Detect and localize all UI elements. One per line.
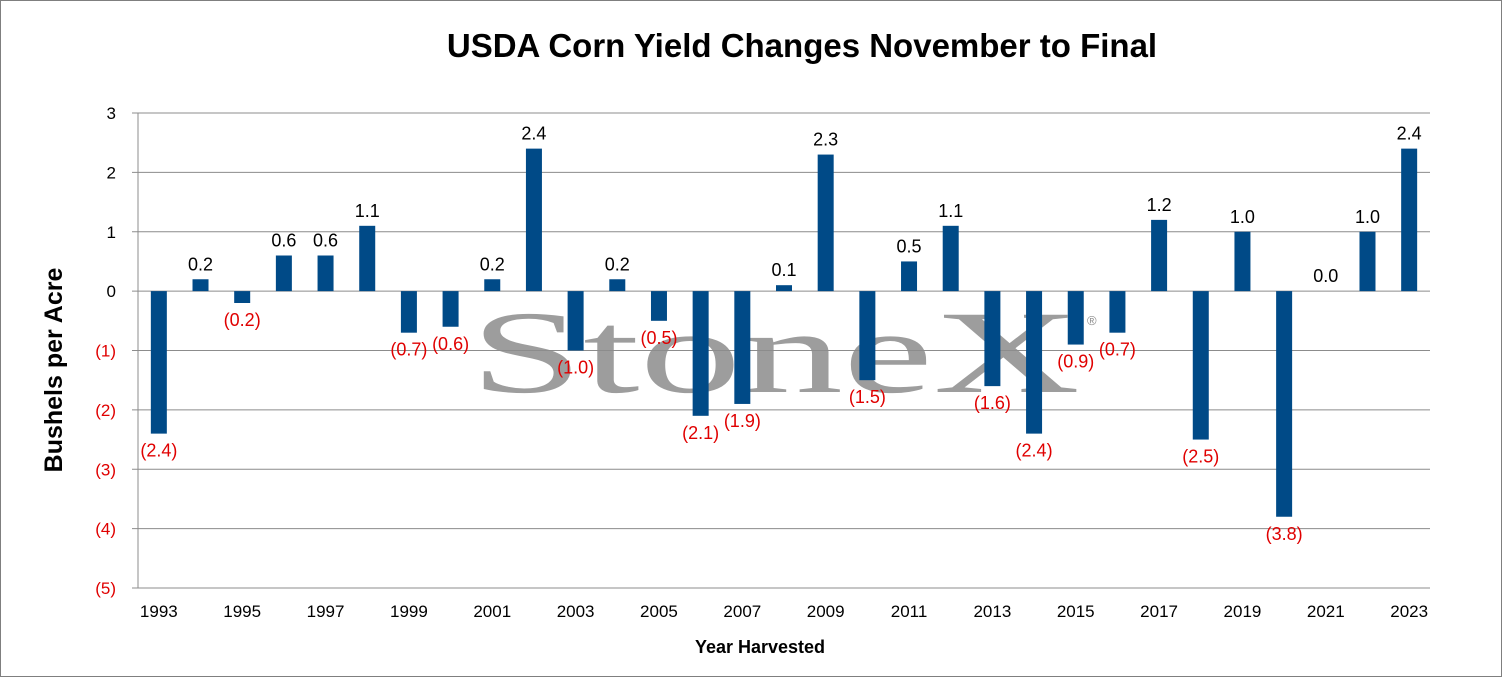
- data-label-2007: (1.9): [724, 411, 761, 431]
- y-tick-label: 0: [107, 282, 116, 301]
- data-label-2004: 0.2: [605, 254, 630, 274]
- bar-2008: [776, 285, 792, 292]
- x-tick-label: 2005: [640, 602, 678, 621]
- bar-2020: [1276, 291, 1293, 517]
- data-label-2021: 0.0: [1313, 266, 1338, 286]
- data-label-1996: 0.6: [271, 231, 296, 251]
- data-label-2012: 1.1: [938, 201, 963, 221]
- bar-2017: [1151, 219, 1168, 292]
- data-label-2019: 1.0: [1230, 207, 1255, 227]
- bar-2005: [650, 291, 667, 321]
- watermark-registered-mark: ®: [1087, 313, 1097, 328]
- bar-2016: [1109, 291, 1126, 333]
- x-tick-label: 2021: [1307, 602, 1345, 621]
- bar-2001: [484, 279, 501, 292]
- y-tick-label: 1: [107, 223, 116, 242]
- data-label-2011: 0.5: [897, 236, 922, 256]
- bar-2018: [1192, 291, 1209, 440]
- data-label-2000: (0.6): [432, 334, 469, 354]
- x-tick-label: 2015: [1057, 602, 1095, 621]
- x-tick-label: 2017: [1140, 602, 1178, 621]
- data-label-1999: (0.7): [390, 340, 427, 360]
- bar-1997: [317, 255, 334, 292]
- data-label-2017: 1.2: [1147, 195, 1172, 215]
- y-tick-label: (1): [95, 342, 116, 361]
- data-label-2014: (2.4): [1016, 441, 1053, 461]
- bar-2010: [859, 291, 876, 381]
- x-tick-label: 2013: [973, 602, 1011, 621]
- bar-2019: [1234, 231, 1251, 292]
- data-label-2006: (2.1): [682, 423, 719, 443]
- y-tick-label: (5): [95, 579, 116, 598]
- y-tick-label: 3: [107, 104, 116, 123]
- x-tick-label: 2001: [473, 602, 511, 621]
- bar-2006: [692, 291, 709, 416]
- x-tick-label: 2003: [557, 602, 595, 621]
- data-label-2008: 0.1: [771, 260, 796, 280]
- data-label-1995: (0.2): [224, 310, 261, 330]
- gridlines: [138, 112, 1430, 589]
- x-tick-label: 2023: [1390, 602, 1428, 621]
- bar-2015: [1067, 291, 1084, 345]
- x-tick-label: 2011: [891, 602, 928, 621]
- data-label-1994: 0.2: [188, 254, 213, 274]
- bar-1999: [400, 291, 417, 333]
- data-label-2001: 0.2: [480, 254, 505, 274]
- bar-2007: [734, 291, 751, 404]
- bar-2011: [901, 261, 918, 292]
- bar-1994: [192, 279, 209, 292]
- data-label-2022: 1.0: [1355, 207, 1380, 227]
- bar-2014: [1026, 291, 1043, 434]
- bar-1998: [359, 225, 376, 292]
- x-tick-label: 1995: [223, 602, 261, 621]
- data-label-2003: (1.0): [557, 358, 594, 378]
- data-labels: (2.4)0.2(0.2)0.6 0.61.1(0.7) (0.6)0.22.4(1…: [140, 124, 1421, 544]
- y-tick-label: (3): [95, 460, 116, 479]
- data-label-2010: (1.5): [849, 387, 886, 407]
- bar-2002: [525, 148, 542, 292]
- data-label-2009: 2.3: [813, 130, 838, 150]
- bar-1995: [234, 291, 251, 303]
- bar-2022: [1359, 231, 1376, 292]
- data-label-1993: (2.4): [140, 441, 177, 461]
- bar-1993: [150, 291, 167, 434]
- bar-2003: [567, 291, 584, 351]
- data-label-2002: 2.4: [521, 124, 546, 144]
- data-label-2013: (1.6): [974, 393, 1011, 413]
- data-label-2005: (0.5): [640, 328, 677, 348]
- x-tick-label: 2007: [723, 602, 761, 621]
- y-axis-title: Bushels per Acre: [40, 268, 68, 473]
- y-tick-label: 2: [107, 163, 116, 182]
- x-tick-label: 1993: [140, 602, 178, 621]
- data-label-1997: 0.6: [313, 231, 338, 251]
- x-axis-title: Year Harvested: [695, 637, 825, 657]
- y-tick-label: (4): [95, 520, 116, 539]
- data-label-2015: (0.9): [1057, 352, 1094, 372]
- bar-2009: [817, 154, 834, 292]
- bar-2012: [942, 225, 959, 292]
- data-label-2023: 2.4: [1397, 124, 1422, 144]
- x-tick-label: 2009: [807, 602, 845, 621]
- data-label-2018: (2.5): [1182, 447, 1219, 467]
- data-label-1998: 1.1: [355, 201, 380, 221]
- bar-2004: [609, 279, 626, 292]
- axes: 3 2 1 0 (1) (2) (3) (4) (5) 1993 1995 1997 1999 2001 2…: [95, 104, 1428, 621]
- x-tick-label: 2019: [1224, 602, 1262, 621]
- y-tick-label: (2): [95, 401, 116, 420]
- x-tick-label: 1999: [390, 602, 428, 621]
- bar-1996: [275, 255, 292, 292]
- bars: [150, 148, 1418, 517]
- x-tick-label: 1997: [307, 602, 345, 621]
- bar-2013: [984, 291, 1001, 387]
- bar-2000: [442, 291, 459, 327]
- chart-title: USDA Corn Yield Changes November to Fina…: [447, 27, 1157, 64]
- data-label-2020: (3.8): [1266, 524, 1303, 544]
- data-label-2016: (0.7): [1099, 340, 1136, 360]
- bar-2023: [1401, 148, 1418, 292]
